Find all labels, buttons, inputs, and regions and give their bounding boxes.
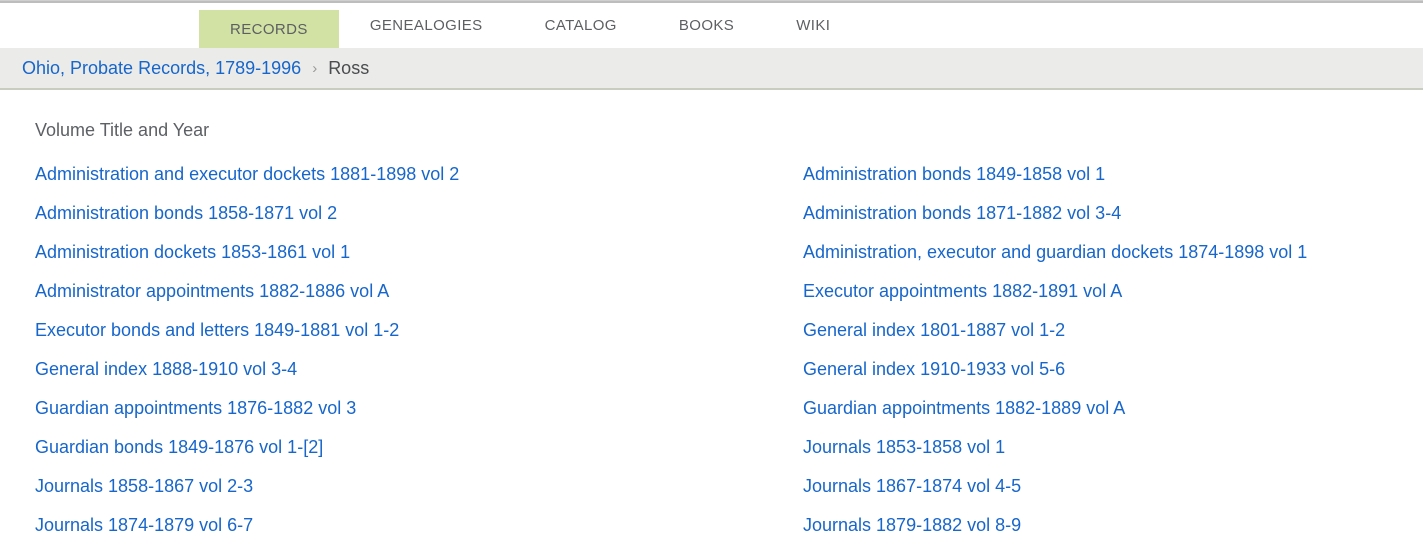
volume-row: Administration bonds 1871-1882 vol 3-4 [803,194,1423,233]
volume-columns: Administration and executor dockets 1881… [35,155,1423,544]
tab-records[interactable]: RECORDS [199,10,339,48]
volume-link[interactable]: General index 1910-1933 vol 5-6 [803,359,1066,379]
volume-link[interactable]: Administration bonds 1858-1871 vol 2 [35,203,338,223]
volume-link[interactable]: Journals 1867-1874 vol 4-5 [803,476,1022,496]
volume-row: Administration, executor and guardian do… [803,233,1423,272]
breadcrumb-current-page: Ross [328,57,370,78]
volume-link[interactable]: Administration bonds 1849-1858 vol 1 [803,164,1106,184]
tab-catalog[interactable]: CATALOG [544,17,617,34]
volume-list-section: Volume Title and Year Administration and… [0,90,1423,544]
volume-row: Journals 1874-1879 vol 6-7 [35,506,803,544]
breadcrumb-collection-link[interactable]: Ohio, Probate Records, 1789-1996 [22,57,302,78]
volume-link[interactable]: Administration and executor dockets 1881… [35,164,460,184]
volume-link[interactable]: Executor bonds and letters 1849-1881 vol… [35,320,400,340]
volume-row: Administration bonds 1858-1871 vol 2 [35,194,803,233]
tab-books[interactable]: BOOKS [678,17,735,34]
tab-wiki[interactable]: WIKI [796,17,831,34]
chevron-right-icon: › [312,59,318,77]
tab-genealogies[interactable]: GENEALOGIES [369,17,483,34]
volume-row: Journals 1853-1858 vol 1 [803,428,1423,467]
volume-row: Executor appointments 1882-1891 vol A [803,272,1423,311]
volume-row: General index 1801-1887 vol 1-2 [803,311,1423,350]
volume-row: Guardian appointments 1882-1889 vol A [803,389,1423,428]
volume-link[interactable]: General index 1801-1887 vol 1-2 [803,320,1066,340]
volume-link[interactable]: Administrator appointments 1882-1886 vol… [35,281,390,301]
volume-row: Administrator appointments 1882-1886 vol… [35,272,803,311]
volume-link[interactable]: Administration dockets 1853-1861 vol 1 [35,242,351,262]
volume-link[interactable]: Journals 1879-1882 vol 8-9 [803,515,1022,535]
volume-row: Executor bonds and letters 1849-1881 vol… [35,311,803,350]
volume-link[interactable]: Administration bonds 1871-1882 vol 3-4 [803,203,1122,223]
volume-link[interactable]: Guardian appointments 1882-1889 vol A [803,398,1126,418]
page-top-border [0,0,1423,3]
volume-row: Guardian appointments 1876-1882 vol 3 [35,389,803,428]
volume-row: General index 1910-1933 vol 5-6 [803,350,1423,389]
volume-column-left: Administration and executor dockets 1881… [35,155,803,544]
volume-row: Guardian bonds 1849-1876 vol 1-[2] [35,428,803,467]
volume-link[interactable]: Executor appointments 1882-1891 vol A [803,281,1123,301]
volume-list-header: Volume Title and Year [35,120,210,140]
volume-link[interactable]: Journals 1858-1867 vol 2-3 [35,476,254,496]
volume-link[interactable]: Journals 1853-1858 vol 1 [803,437,1006,457]
volume-column-right: Administration bonds 1849-1858 vol 1 Adm… [803,155,1423,544]
volume-link[interactable]: Guardian appointments 1876-1882 vol 3 [35,398,357,418]
main-navigation: RECORDS GENEALOGIES CATALOG BOOKS WIKI [0,3,1423,48]
volume-row: Administration bonds 1849-1858 vol 1 [803,155,1423,194]
volume-row: Journals 1867-1874 vol 4-5 [803,467,1423,506]
volume-link[interactable]: General index 1888-1910 vol 3-4 [35,359,298,379]
volume-row: Administration and executor dockets 1881… [35,155,803,194]
volume-row: General index 1888-1910 vol 3-4 [35,350,803,389]
volume-row: Journals 1858-1867 vol 2-3 [35,467,803,506]
breadcrumb: Ohio, Probate Records, 1789-1996 › Ross [0,48,1423,90]
volume-link[interactable]: Guardian bonds 1849-1876 vol 1-[2] [35,437,324,457]
volume-row: Journals 1879-1882 vol 8-9 [803,506,1423,544]
volume-link[interactable]: Administration, executor and guardian do… [803,242,1308,262]
volume-row: Administration dockets 1853-1861 vol 1 [35,233,803,272]
volume-link[interactable]: Journals 1874-1879 vol 6-7 [35,515,254,535]
